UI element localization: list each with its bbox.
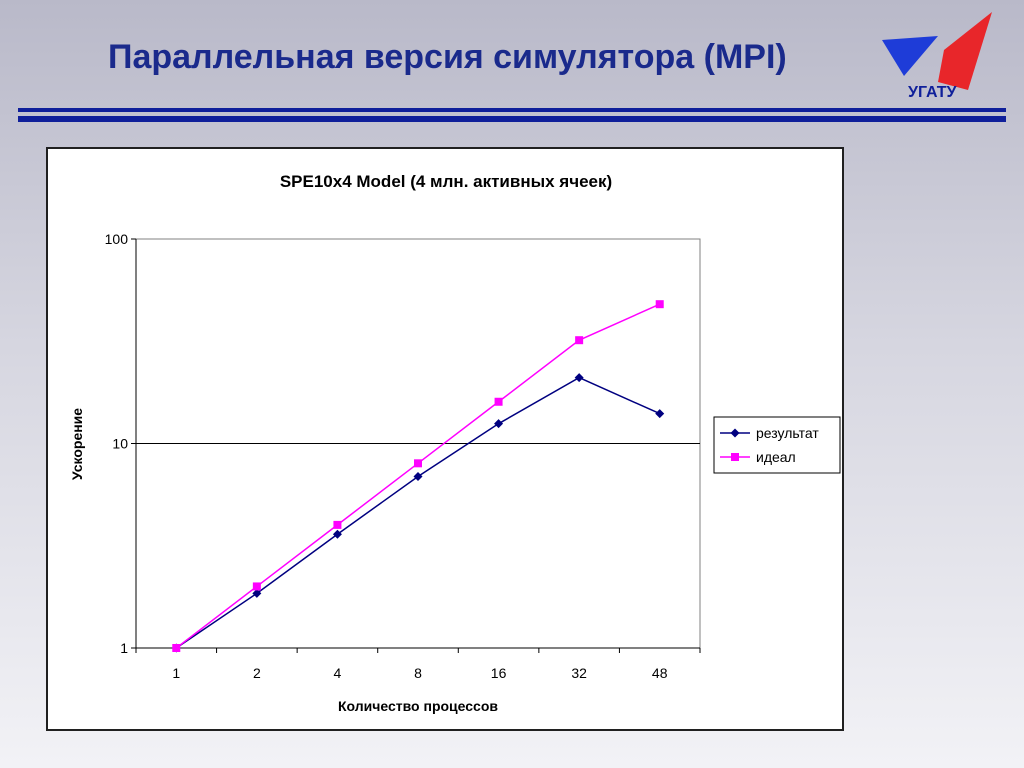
legend-marker-1 <box>731 453 739 461</box>
series-0-point-6 <box>655 409 665 419</box>
series-1-point-3 <box>414 459 422 468</box>
series-1-point-0 <box>172 644 181 652</box>
header-rule-thick <box>18 116 1006 122</box>
series-1-point-6 <box>655 300 664 309</box>
chart-panel: SPE10x4 Model (4 млн. активных ячеек) Ко… <box>46 147 844 731</box>
legend-label-1: идеал <box>756 449 796 465</box>
series-1-point-1 <box>252 582 261 591</box>
series-0-point-4 <box>494 419 504 429</box>
series-0-point-2 <box>332 529 342 539</box>
y-tick-label-10: 10 <box>112 436 128 452</box>
x-tick-label-1: 1 <box>172 665 180 681</box>
series-1-point-4 <box>494 397 503 406</box>
legend-marker-0 <box>730 428 740 438</box>
ugatu-logo <box>882 12 992 90</box>
series-0-point-3 <box>413 471 423 481</box>
speedup-chart: SPE10x4 Model (4 млн. активных ячеек) Ко… <box>69 172 841 714</box>
x-tick-label-16: 16 <box>491 665 507 681</box>
chart-title: SPE10x4 Model (4 млн. активных ячеек) <box>280 172 612 191</box>
y-tick-label-1: 1 <box>120 640 128 656</box>
x-tick-label-48: 48 <box>652 665 668 681</box>
y-axis-label: Ускорение <box>69 408 85 480</box>
y-tick-label-100: 100 <box>105 231 129 247</box>
series-0-point-5 <box>574 373 584 383</box>
series-line-0 <box>175 376 661 649</box>
logo-red-wing <box>938 12 992 90</box>
x-tick-label-8: 8 <box>414 665 422 681</box>
series-1-point-2 <box>333 520 342 529</box>
x-tick-label-2: 2 <box>253 665 261 681</box>
x-tick-label-32: 32 <box>571 665 587 681</box>
legend-label-0: результат <box>756 425 819 441</box>
legend-box <box>713 416 841 474</box>
logo-blue-wing <box>882 36 938 76</box>
header-rule-thin <box>18 108 1006 112</box>
x-tick-label-4: 4 <box>334 665 342 681</box>
x-axis-label: Количество процессов <box>338 698 498 714</box>
legend: результат идеал <box>713 416 841 474</box>
slide-title: Параллельная версия симулятора (MPI) <box>108 38 787 76</box>
series-0-point-1 <box>252 588 262 598</box>
series-1-point-5 <box>575 336 584 345</box>
logo-text: УГАТУ <box>908 84 957 101</box>
